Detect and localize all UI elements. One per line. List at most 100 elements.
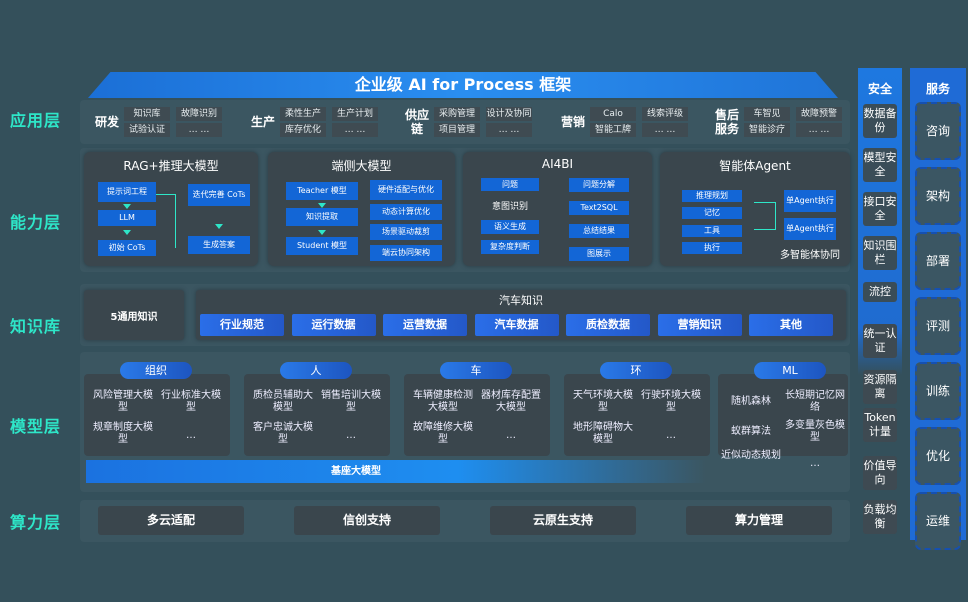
dynamic-compute-box: 动态计算优化 — [370, 204, 442, 220]
multi-agent-caption: 多智能体协同 — [780, 250, 840, 261]
framework-title-banner: 企业级 AI for Process 框架 — [88, 72, 838, 98]
rag-llm-box: LLM — [98, 210, 156, 226]
agent-panel: 智能体Agent 推理规划 记忆 工具 执行 单Agent执行 单Agent执行… — [660, 152, 850, 266]
teacher-model-box: Teacher 模型 — [286, 182, 358, 200]
model-group-pill: 车 — [440, 362, 512, 379]
model-group-pill: 组织 — [120, 362, 192, 379]
security-item: 数据备份 — [863, 104, 897, 138]
model-group-panel: 车辆健康检测大模型 器材库存配置大模型 故障维修大模型… — [404, 374, 550, 456]
app-group-name: 研发 — [94, 115, 119, 129]
knowledge-item: 运行数据 — [291, 314, 376, 336]
app-cell: 柔性生产 — [280, 107, 326, 121]
model-item: 多变量灰色模型 — [785, 420, 845, 443]
ai4bi-title: AI4BI — [541, 157, 574, 171]
model-group-panel: 天气环境大模型 行驶环境大模型 地形障碍物大模型… — [564, 374, 710, 456]
text2sql-box: Text2SQL — [569, 201, 629, 215]
app-cell: 采购管理 — [434, 107, 480, 121]
app-cell: Calo — [590, 107, 636, 121]
edge-model-panel: 端侧大模型 Teacher 模型 知识提取 Student 模型 硬件适配与优化… — [268, 152, 455, 266]
model-item: 随机森林 — [731, 396, 771, 407]
model-item: … — [506, 430, 516, 441]
app-group-cells: 采购管理 设计及协同 项目管理 … … — [434, 107, 532, 137]
app-group: 生产 柔性生产 生产计划 库存优化 … … — [250, 104, 378, 140]
security-item: 价值导向 — [863, 456, 897, 490]
knowledge-item: 其他 — [749, 314, 833, 336]
layer-label-knowledge: 知识库 — [10, 317, 62, 336]
edge-title: 端侧大模型 — [331, 159, 392, 173]
model-group-panel: 质检员辅助大模型 销售培训大模型 客户忠诚大模型 … — [244, 374, 390, 456]
model-item: 地形障碍物大模型 — [573, 422, 633, 445]
rag-cots-box: 初始 CoTs — [98, 240, 156, 256]
security-item: Token计量 — [863, 408, 897, 442]
model-item: 车辆健康检测大模型 — [413, 390, 473, 413]
app-cell: 项目管理 — [434, 123, 480, 137]
model-item: 客户忠诚大模型 — [253, 422, 313, 445]
app-group-cells: Calo 线索评级 智能工牌 … … — [590, 107, 688, 137]
app-group-cells: 车智见 故障预警 智能诊疗 … … — [744, 107, 842, 137]
app-group-name: 售后服务 — [714, 108, 739, 136]
app-cell: … … — [176, 123, 222, 137]
security-title: 安全 — [867, 82, 892, 96]
hardware-adapt-box: 硬件适配与优化 — [370, 180, 442, 200]
model-group-panel: 随机森林 长短期记忆网络 蚁群算法 多变量灰色模型 近似动态规划… — [718, 374, 848, 469]
rag-panel: RAG+推理大模型 提示词工程 LLM 初始 CoTs 迭代完善 CoTs 生成… — [84, 152, 258, 266]
ai4bi-panel: AI4BI 问题 意图识别 语义生成 复杂度判断 问题分解 Text2SQL 总… — [463, 152, 652, 266]
service-item: 评测 — [915, 297, 961, 355]
complexity-box: 复杂度判断 — [481, 240, 539, 254]
execute-box: 执行 — [682, 242, 742, 254]
compute-item: 多云适配 — [98, 506, 244, 535]
service-title: 服务 — [925, 82, 950, 96]
app-cell: 智能诊疗 — [744, 123, 790, 137]
rag-answer-box: 生成答案 — [188, 236, 250, 254]
knowledge-item: 营销知识 — [657, 314, 742, 336]
model-item: 销售培训大模型 — [321, 390, 381, 413]
layer-label-compute: 算力层 — [10, 513, 62, 532]
app-group: 营销 Calo 线索评级 智能工牌 … … — [560, 104, 688, 140]
model-item: 长短期记忆网络 — [785, 390, 845, 413]
memory-box: 记忆 — [682, 207, 742, 219]
general-knowledge-label: 5通用知识 — [110, 312, 158, 323]
rag-iterate-box: 迭代完善 CoTs — [188, 184, 250, 206]
single-agent-box: 单Agent执行 — [784, 190, 836, 212]
security-item: 流控 — [863, 282, 897, 302]
app-cell: 试验认证 — [124, 123, 170, 137]
service-item: 部署 — [915, 232, 961, 290]
app-cell: 知识库 — [124, 107, 170, 121]
chart-display-box: 图展示 — [569, 247, 629, 261]
app-cell: 设计及协同 — [486, 107, 532, 121]
arrow-down-icon — [123, 204, 131, 209]
app-group: 供应链 采购管理 设计及协同 项目管理 … … — [404, 104, 532, 140]
app-cell: 智能工牌 — [590, 123, 636, 137]
knowledge-item: 质检数据 — [566, 314, 650, 336]
model-item: 质检员辅助大模型 — [253, 390, 313, 413]
single-agent-box: 单Agent执行 — [784, 218, 836, 240]
app-cell: … … — [486, 123, 532, 137]
base-model-bar: 基座大模型 — [86, 460, 706, 483]
model-group-panel: 风险管理大模型 行业标准大模型 规章制度大模型… — [84, 374, 230, 456]
knowledge-item: 汽车数据 — [474, 314, 559, 336]
app-group: 售后服务 车智见 故障预警 智能诊疗 … … — [714, 104, 842, 140]
edge-cloud-box: 端云协同架构 — [370, 245, 442, 261]
model-item: 故障维修大模型 — [413, 422, 473, 445]
security-item: 知识围栏 — [863, 236, 897, 270]
app-group-name: 营销 — [560, 115, 585, 129]
security-item: 负载均衡 — [863, 500, 897, 534]
compute-item: 信创支持 — [294, 506, 440, 535]
security-item: 资源隔离 — [863, 370, 897, 404]
app-cell: 故障识别 — [176, 107, 222, 121]
arrow-down-icon — [318, 203, 326, 208]
compute-item: 云原生支持 — [490, 506, 636, 535]
decompose-box: 问题分解 — [569, 178, 629, 192]
model-item: 近似动态规划 — [721, 450, 781, 461]
agent-title: 智能体Agent — [719, 159, 791, 173]
model-group-pill: 环 — [600, 362, 672, 379]
model-item: 天气环境大模型 — [573, 390, 633, 413]
app-cell: 车智见 — [744, 107, 790, 121]
model-item: … — [346, 430, 356, 441]
model-item: 行驶环境大模型 — [641, 390, 701, 413]
service-item: 优化 — [915, 427, 961, 485]
question-box: 问题 — [481, 178, 539, 191]
student-model-box: Student 模型 — [286, 237, 358, 255]
app-group-cells: 柔性生产 生产计划 库存优化 … … — [280, 107, 378, 137]
layer-label-app: 应用层 — [10, 111, 62, 130]
